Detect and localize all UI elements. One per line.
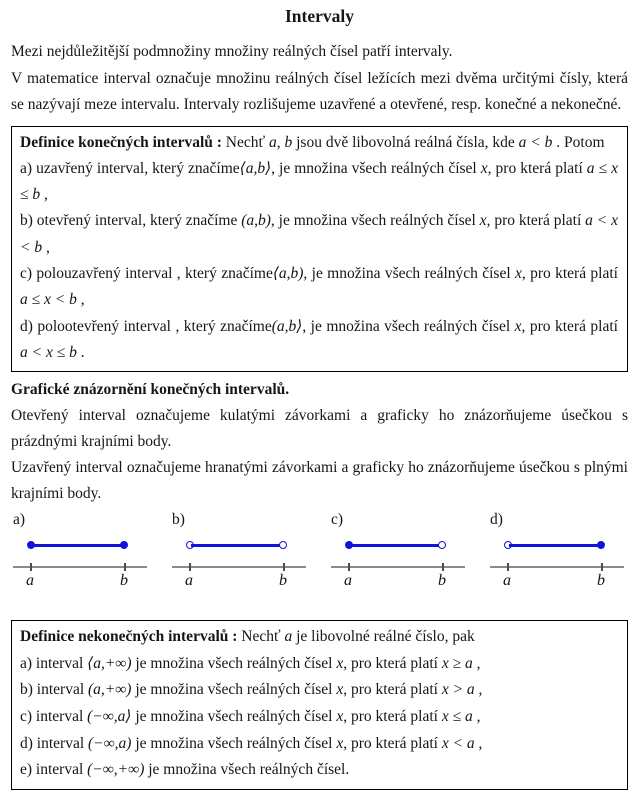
graphic-heading: Grafické znázornění konečných intervalů. — [11, 381, 290, 399]
page-title: Intervaly — [284, 6, 355, 26]
axis-label-a: a — [344, 572, 352, 590]
axis-label-a: a — [503, 572, 511, 590]
graphic-section: Grafické znázornění konečných intervalů.… — [11, 377, 628, 507]
segment-endpoint-right — [120, 541, 128, 550]
segment-line — [32, 543, 123, 547]
axis-label-b: b — [120, 572, 128, 590]
diagram-label: c) — [331, 511, 344, 529]
interval-segment — [504, 541, 605, 550]
interval-segment — [345, 541, 446, 550]
interval-segment — [27, 541, 128, 550]
number-line — [172, 563, 306, 572]
segment-endpoint-right — [597, 541, 605, 550]
infinite-def-item-e: e) interval (−∞,+∞) je množina všech reá… — [20, 761, 350, 779]
diagram-label: d) — [490, 511, 503, 529]
interval-segment — [186, 541, 287, 550]
finite-def-item-c: c) polouzavřený interval , který značíme… — [20, 264, 618, 309]
number-line — [490, 563, 624, 572]
intro-paragraph-1: Mezi nejdůležitější podmnožiny množiny r… — [11, 43, 453, 60]
infinite-def-item-a: a) interval ⟨a,+∞) je množina všech reál… — [20, 654, 481, 672]
tick-right — [601, 563, 603, 572]
axis-label-b: b — [438, 572, 446, 590]
infinite-def-item-b: b) interval (a,+∞) je množina všech reál… — [20, 681, 483, 699]
tick-right — [283, 563, 285, 572]
tick-right — [442, 563, 444, 572]
segment-endpoint-right — [279, 541, 287, 550]
segment-line — [350, 543, 441, 547]
axis-label-b: b — [279, 572, 287, 590]
tick-right — [124, 563, 126, 572]
interval-diagram-closed: a) a b — [13, 510, 154, 598]
infinite-def-item-d: d) interval (−∞,a) je množina všech reál… — [20, 734, 483, 752]
diagram-label: b) — [172, 511, 185, 529]
segment-endpoint-right — [438, 541, 446, 550]
axis-label-b: b — [597, 572, 605, 590]
infinite-def-item-c: c) interval (−∞,a⟩ je množina všech reál… — [20, 707, 481, 725]
interval-diagram-open: b) a b — [172, 510, 313, 598]
tick-left — [507, 563, 509, 572]
tick-left — [30, 563, 32, 572]
number-line — [13, 563, 147, 572]
segment-line — [191, 543, 282, 547]
finite-def-item-d: d) polootevřený interval , který značíme… — [20, 317, 618, 361]
tick-left — [189, 563, 191, 572]
axis-label-a: a — [26, 572, 34, 590]
infinite-def-intro: Definice nekonečných intervalů : Nechť a… — [20, 628, 475, 646]
number-line — [331, 563, 465, 572]
definition-box-finite: Definice konečných intervalů : Nechť a, … — [11, 125, 628, 373]
diagram-label: a) — [13, 511, 26, 529]
finite-def-item-a: a) uzavřený interval, který značíme⟨a,b⟩… — [20, 159, 618, 204]
axis-label-a: a — [185, 572, 193, 590]
graphic-paragraph-open: Otevřený interval označujeme kulatými zá… — [11, 407, 628, 451]
definition-box-infinite: Definice nekonečných intervalů : Nechť a… — [11, 620, 628, 790]
graphic-paragraph-closed: Uzavřený interval označujeme hranatými z… — [11, 459, 628, 503]
interval-diagram-right-closed: d) a b — [490, 510, 631, 598]
segment-line — [509, 543, 600, 547]
interval-diagrams: a) a b b) a b — [11, 510, 628, 598]
finite-def-item-b: b) otevřený interval, který značíme (a,b… — [20, 212, 618, 256]
intro-paragraph-2: V matematice interval označuje množinu r… — [11, 69, 628, 114]
finite-def-intro: Definice konečných intervalů : Nechť a, … — [20, 133, 605, 151]
interval-diagram-left-closed: c) a b — [331, 510, 472, 598]
tick-left — [348, 563, 350, 572]
intro-section: Mezi nejdůležitější podmnožiny množiny r… — [11, 39, 628, 119]
